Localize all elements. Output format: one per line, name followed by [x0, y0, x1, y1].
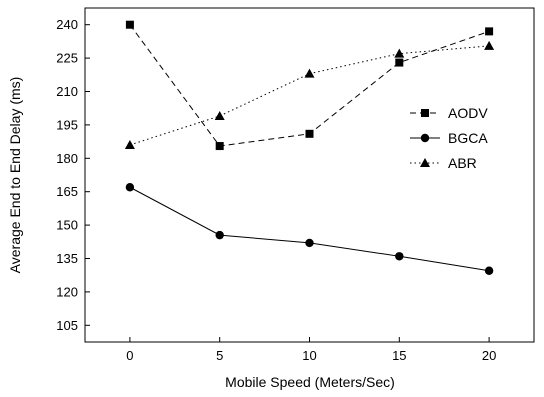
data-point-abr: [214, 110, 225, 120]
series-abr: [124, 40, 495, 149]
y-tick-label: 180: [56, 151, 78, 166]
x-axis-ticks: 0 5 10 15 20: [126, 337, 496, 363]
y-tick-label: 225: [56, 51, 78, 66]
legend-marker-bgca: [420, 133, 430, 143]
legend-marker-aodv: [421, 109, 429, 117]
x-tick-label: 15: [392, 348, 406, 363]
data-point-bgca: [125, 183, 135, 192]
x-tick-label: 10: [302, 348, 316, 363]
y-tick-label: 105: [56, 318, 78, 333]
data-point-bgca: [305, 238, 314, 248]
legend-item-bgca: BGCA: [410, 130, 488, 146]
x-tick-label: 20: [482, 348, 496, 363]
y-tick-label: 210: [56, 84, 78, 99]
data-point-bgca: [215, 230, 224, 240]
data-point-aodv: [125, 20, 134, 29]
legend: AODV BGCA ABR: [410, 105, 488, 171]
legend-label-abr: ABR: [448, 155, 477, 171]
data-point-aodv: [485, 27, 494, 36]
legend-label-bgca: BGCA: [448, 130, 488, 146]
y-tick-label: 150: [56, 218, 78, 233]
y-tick-label: 120: [56, 284, 78, 299]
y-tick-label: 135: [56, 251, 78, 266]
data-point-aodv: [215, 142, 224, 151]
legend-item-aodv: AODV: [410, 105, 488, 121]
y-axis-ticks: 105 120 135 150 165 180 195 210 225 240: [56, 17, 90, 333]
series-layer: [124, 20, 495, 275]
plot-frame: [84, 7, 535, 343]
x-tick-label: 0: [126, 348, 133, 363]
data-point-bgca: [484, 266, 494, 275]
data-point-abr: [484, 40, 495, 50]
series-line-bgca: [129, 186, 490, 272]
data-point-aodv: [395, 58, 404, 67]
y-axis-label: Average End to End Delay (ms): [7, 77, 23, 274]
data-point-bgca: [395, 252, 404, 261]
legend-marker-abr: [420, 158, 430, 167]
y-tick-label: 195: [56, 117, 78, 132]
x-tick-label: 5: [216, 348, 223, 363]
x-axis-label: Mobile Speed (Meters/Sec): [225, 374, 395, 390]
legend-label-aodv: AODV: [448, 105, 488, 121]
series-aodv: [125, 20, 494, 151]
series-line-aodv: [129, 24, 490, 147]
series-bgca: [125, 183, 494, 275]
y-tick-label: 165: [56, 184, 78, 199]
data-point-abr: [304, 68, 315, 78]
y-tick-label: 240: [56, 17, 78, 32]
legend-item-abr: ABR: [410, 155, 477, 171]
data-point-abr: [394, 48, 405, 58]
data-point-aodv: [305, 129, 314, 138]
data-point-abr: [124, 139, 135, 149]
